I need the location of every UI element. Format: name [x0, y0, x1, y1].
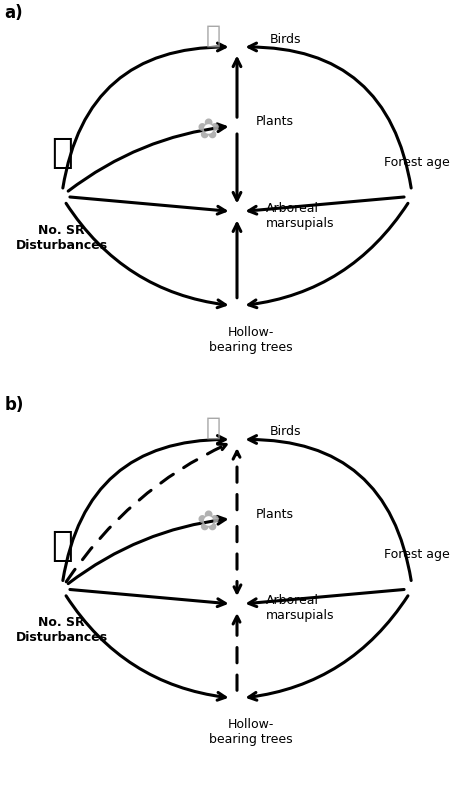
- Text: Plants: Plants: [256, 115, 294, 128]
- Text: Hollow-
bearing trees: Hollow- bearing trees: [210, 326, 293, 354]
- Text: Plants: Plants: [256, 508, 294, 520]
- Text: Arboreal
marsupials: Arboreal marsupials: [265, 202, 334, 230]
- Text: 🔥: 🔥: [51, 528, 73, 563]
- Text: ✿: ✿: [197, 508, 220, 536]
- Text: b): b): [5, 396, 24, 414]
- Text: a): a): [5, 4, 23, 22]
- Text: ✿: ✿: [197, 115, 220, 144]
- Text: 🔥: 🔥: [51, 136, 73, 170]
- Text: Forest age: Forest age: [384, 155, 450, 169]
- Text: Forest age: Forest age: [384, 548, 450, 561]
- Text: Birds: Birds: [270, 425, 301, 438]
- Text: 🐦: 🐦: [206, 24, 221, 47]
- Text: Birds: Birds: [270, 33, 301, 46]
- Text: No. SR
Disturbances: No. SR Disturbances: [16, 616, 108, 644]
- Text: Hollow-
bearing trees: Hollow- bearing trees: [210, 718, 293, 747]
- Text: No. SR
Disturbances: No. SR Disturbances: [16, 224, 108, 252]
- Text: 🐦: 🐦: [206, 416, 221, 440]
- Text: Arboreal
marsupials: Arboreal marsupials: [265, 594, 334, 623]
